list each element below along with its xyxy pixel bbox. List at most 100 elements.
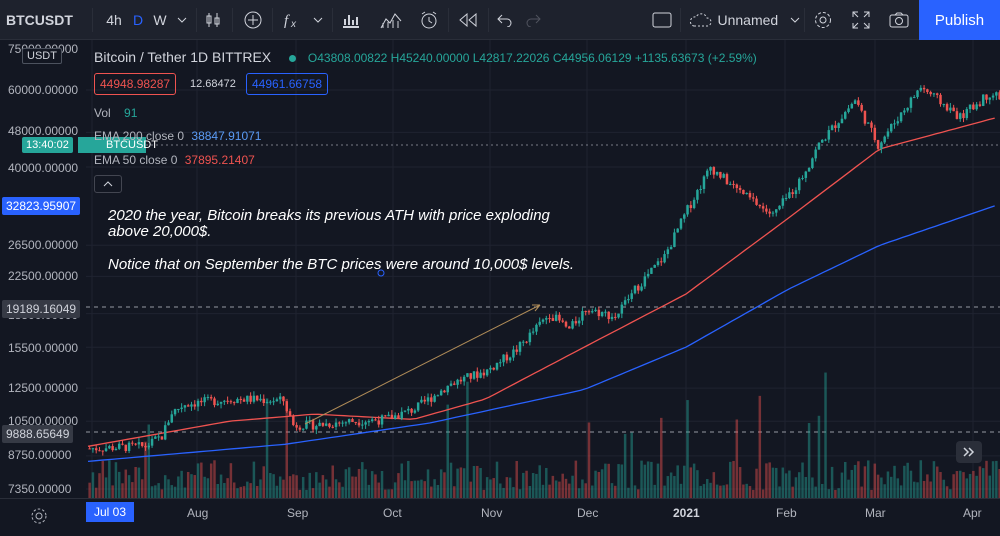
collapse-legend-button[interactable] [94,175,122,193]
publish-button[interactable]: Publish [919,0,1000,40]
volume-bar [919,460,923,498]
price-axis[interactable]: 75000.00000 60000.00000 48000.00000 4000… [0,40,86,498]
replay-button[interactable] [452,0,484,40]
volume-bar [144,441,147,498]
settings-button[interactable] [808,0,838,40]
time-axis[interactable]: Jul 03 Aug Sep Oct Nov Dec 2021 Feb Mar … [0,498,1000,536]
candle-body [788,192,791,198]
date-label: Dec [577,506,599,520]
volume-bar [886,471,890,498]
volume-bar [807,423,811,498]
candle-body [525,341,528,343]
candle-body [341,422,344,424]
candle-body [308,420,311,422]
annotation-line[interactable]: Notice that on September the BTC prices … [108,256,575,273]
buy-price-box[interactable]: 44961.66758 [246,73,329,95]
candle-body [696,190,699,200]
volume-bar [817,415,821,498]
volume-bar [246,481,249,498]
candle-body [462,376,466,382]
volume-bar [305,489,308,498]
currency-tag[interactable]: USDT [22,48,62,64]
candle-body [742,189,745,195]
volume-bar [157,483,160,498]
layout-name-menu[interactable]: Unnamed [688,0,800,40]
ohlc-values: O43808.00822 H45240.00000 L42817.22026 C… [307,51,757,65]
volume-bar [597,471,601,498]
fullscreen-button[interactable] [846,0,876,40]
candle-body [637,285,640,291]
ema50-legend[interactable]: EMA 50 close 0 37895.21407 [94,153,255,167]
volume-legend[interactable]: Vol 91 [94,106,137,120]
redo-button[interactable] [520,0,546,40]
interval-d[interactable]: D [132,12,144,28]
annotation-line[interactable]: above 20,000$. [108,223,212,240]
volume-bar [630,432,633,498]
volume-bar [541,484,545,498]
add-indicator-icon [244,11,262,29]
candle-body [883,136,886,143]
undo-button[interactable] [492,0,518,40]
candle-body [965,109,969,119]
sell-price-box[interactable]: 44948.98287 [94,73,177,95]
alert-button[interactable] [414,0,444,40]
candle-body [393,415,397,420]
candle-body [568,326,571,329]
symbol-title[interactable]: Bitcoin / Tether 1D BITTREX [94,49,272,65]
price-tick: 15500.00000 [8,341,79,355]
volume-bar [725,484,729,498]
candle-body [111,446,114,451]
layout-button[interactable] [648,0,676,40]
date-label: Sep [287,506,309,520]
annotation-line[interactable]: 2020 the year, Bitcoin breaks its previo… [108,207,550,224]
candle-body [370,419,374,422]
candle-body [426,397,430,402]
volume-bar [699,485,702,498]
date-label: Mar [865,506,886,520]
candle-body [610,316,614,320]
candle-body [137,442,141,445]
candle-body [607,311,610,320]
volume-bar [775,467,778,498]
volume-bar [160,489,164,498]
candle-body [847,108,850,113]
add-indicator-button[interactable] [238,0,268,40]
candle-body [98,450,101,452]
candle-body [305,420,308,429]
candle-body [949,107,952,111]
candle-body [558,314,561,321]
price-chart[interactable] [0,40,1000,498]
symbol-search[interactable]: BTCUSDT [6,12,73,28]
interval-dropdown[interactable] [172,0,192,40]
volume-bar [374,474,377,498]
axis-settings-button[interactable] [30,507,48,530]
indicators-dropdown[interactable] [308,0,328,40]
interval-w[interactable]: W [153,12,167,28]
candle-body [909,97,913,108]
volume-bar [830,466,834,498]
candle-body [200,400,203,403]
candlestick-series [88,85,1000,456]
candle-body [962,113,965,119]
snapshot-button[interactable] [884,0,914,40]
interval-4h[interactable]: 4h [106,12,122,28]
ema200-legend[interactable]: EMA 200 close 0 38847.91071 [94,129,261,143]
candle-body [955,111,959,119]
chart-type-button[interactable] [200,0,226,40]
volume-bar [518,489,522,498]
volume-bar [137,467,141,498]
volume-bar [114,462,118,498]
volume-bar [771,467,775,498]
volume-bar [811,477,814,498]
volume-bar [906,462,909,498]
candle-body [627,298,630,301]
volume-bar [150,486,154,498]
templates-button[interactable] [376,0,406,40]
candle-body [380,415,384,425]
candle-body [311,420,315,430]
candle-body [367,421,371,423]
compare-button[interactable] [336,0,366,40]
scroll-to-realtime-button[interactable] [956,441,982,463]
volume-bar [729,461,732,498]
